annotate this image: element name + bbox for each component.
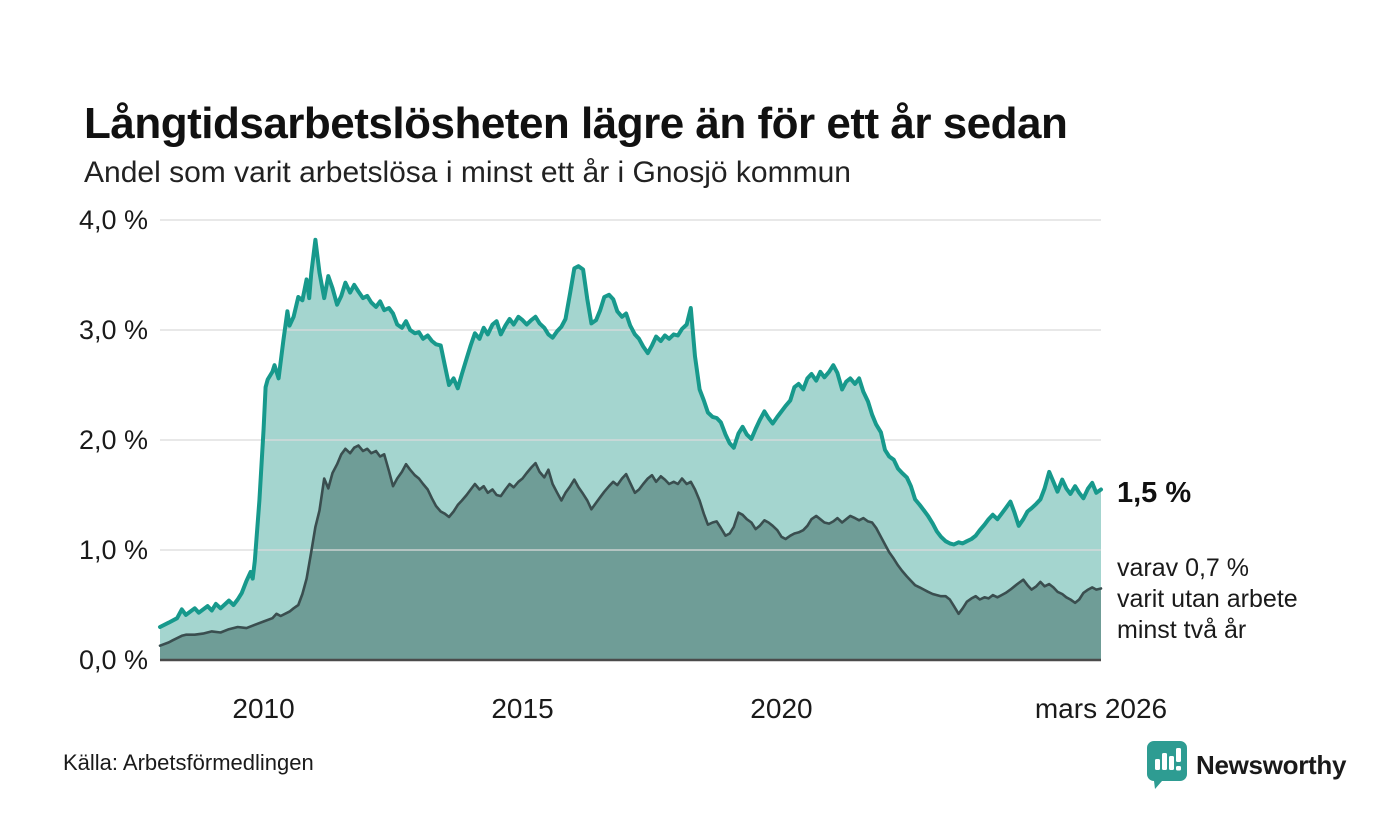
y-tick-label: 2,0 % [78, 425, 148, 455]
bar-chart-speech-bubble-icon [1147, 741, 1187, 789]
chart-title: Långtidsarbetslösheten lägre än för ett … [84, 99, 1068, 149]
series-end-value-label: 1,5 % [1117, 477, 1192, 509]
x-tick-label: 2010 [232, 693, 295, 724]
line-min-one-year [158, 237, 1103, 629]
annotation-line: varav 0,7 % [1117, 554, 1250, 582]
x-tick-label: mars 2026 [1034, 693, 1168, 724]
area-min-two-years [160, 445, 1101, 660]
annotation-line: varit utan arbete [1117, 585, 1298, 613]
annotation-line: minst två år [1117, 616, 1247, 644]
y-tick-label: 4,0 % [78, 205, 148, 235]
y-tick-label: 1,0 % [78, 535, 148, 565]
newsworthy-logo: Newsworthy [1146, 740, 1346, 790]
series-annotation: varav 0,7 % varit utan arbete minst två … [1117, 553, 1298, 646]
x-tick-label: 2015 [491, 693, 554, 724]
line-min-two-years [158, 444, 1103, 647]
y-tick-label: 0,0 % [78, 645, 148, 675]
source-credit: Källa: Arbetsförmedlingen [63, 750, 314, 775]
y-tick-label: 3,0 % [78, 315, 148, 345]
logo-text: Newsworthy [1196, 749, 1347, 780]
chart-subtitle: Andel som varit arbetslösa i minst ett å… [84, 156, 851, 189]
x-tick-label: 2020 [750, 693, 813, 724]
